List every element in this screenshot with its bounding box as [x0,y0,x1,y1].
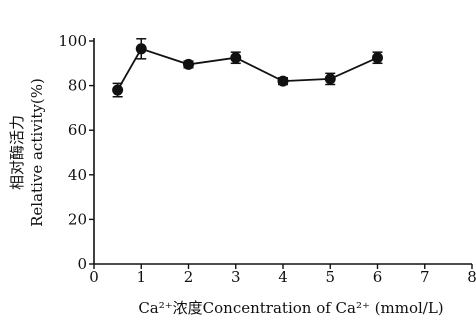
y-tick-label: 40 [68,166,87,184]
y-tick-label: 100 [58,32,87,50]
data-point [324,73,336,85]
x-tick-label: 3 [231,268,241,286]
data-point [135,43,147,55]
axes [93,38,472,265]
y-tick-label: 80 [68,77,87,95]
x-axis-label: Ca²⁺浓度Concentration of Ca²⁺ (mmol/L) [138,299,443,317]
y-axis-label-chinese: 相对酶活力 [8,115,26,190]
x-tick-label: 1 [136,268,146,286]
series [112,38,383,98]
x-tick-label: 6 [373,268,383,286]
x-tick-label: 8 [467,268,476,286]
x-tick-label: 7 [420,268,430,286]
x-tick-label: 0 [89,268,99,286]
data-point [183,58,194,70]
y-tick-label: 0 [77,255,87,273]
x-tick-label: 5 [325,268,335,286]
y-axis-label-english: Relative activity(%) [28,78,46,227]
x-tick-label: 4 [278,268,288,286]
data-point [112,84,124,96]
x-tick-label: 2 [184,268,194,286]
y-tick-label: 60 [68,121,87,139]
data-point [230,52,242,64]
data-point [277,75,289,87]
y-tick-label: 20 [68,210,87,228]
data-point [372,52,383,64]
series-line [116,47,378,91]
